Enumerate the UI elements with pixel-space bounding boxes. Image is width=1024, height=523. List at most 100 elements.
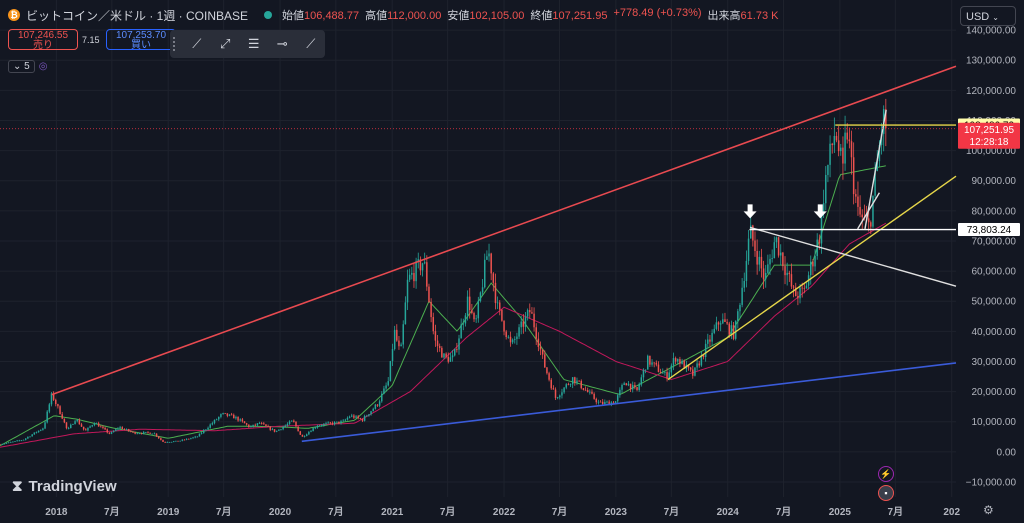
candle-body [728, 323, 731, 335]
trend-line-tool-icon[interactable]: ⟋ [192, 36, 202, 51]
candle-body [526, 310, 529, 317]
flag-event-icon[interactable]: ▪ [878, 485, 894, 501]
candle-body [739, 304, 741, 312]
candle-body [24, 438, 27, 440]
candle-body [273, 429, 276, 432]
candle-body [18, 440, 21, 442]
candle-body [157, 436, 160, 439]
candle-body [775, 237, 778, 243]
parallel-channel-tool-icon[interactable]: ☰ [247, 36, 260, 51]
candle-body [203, 430, 205, 433]
candle-body [432, 317, 435, 332]
candle-body [715, 322, 718, 329]
volume-label: 出来高 [707, 10, 741, 22]
candle-body [554, 389, 557, 398]
candle-body [340, 421, 342, 424]
y-tick-label: 60,000.00 [972, 267, 1017, 278]
candle-body [471, 310, 473, 314]
candle-body [719, 323, 722, 325]
candle-body [134, 432, 136, 434]
candle-body [593, 393, 595, 399]
candle-body [428, 286, 430, 303]
candle-body [664, 372, 666, 373]
spread-value: 7.15 [82, 35, 100, 45]
candle-body [235, 416, 237, 419]
extended-line-tool-icon[interactable]: ⟋ [306, 36, 316, 51]
drag-handle-icon[interactable] [173, 37, 179, 51]
candle-body [44, 422, 46, 429]
currency-select[interactable]: USD ⌄ [960, 6, 1016, 26]
candle-body [758, 256, 761, 265]
candle-body [181, 439, 184, 441]
candle-body [70, 424, 72, 429]
buy-button[interactable]: 107,253.70 買い [106, 29, 176, 51]
candle-body [507, 336, 510, 338]
candle-body [72, 424, 74, 425]
candle-body [1, 444, 3, 445]
candle-body [756, 250, 758, 265]
candle-body [818, 239, 821, 244]
candle-body [205, 429, 207, 431]
symbol-name[interactable]: ビットコイン／米ドル · 1週 · COINBASE [26, 8, 249, 23]
candle-body [752, 225, 754, 241]
indicator-count[interactable]: ⌄ 5 [8, 60, 35, 73]
logo-text: TradingView [28, 478, 117, 495]
x-tick-label: 7月 [552, 506, 568, 518]
candle-body [211, 423, 214, 425]
support-line [301, 362, 957, 443]
candle-body [486, 256, 488, 260]
candle-body [606, 401, 608, 403]
candle-body [659, 371, 662, 374]
candle-body [385, 385, 387, 389]
change-value: +778.49 (+0.73%) [613, 7, 702, 19]
candle-body [215, 419, 218, 421]
price-axis: 140,000.00130,000.00120,000.00110,000.00… [966, 26, 1017, 489]
time-axis: 2018 7月 2019 7月 2020 7月 2021 7月 2022 7月 2023 7月 2024… [45, 506, 960, 518]
candle-body [316, 425, 319, 428]
gear-icon[interactable]: ⚙ [983, 503, 994, 517]
candle-body [713, 328, 715, 333]
candle-body [404, 302, 407, 325]
indicator-toggle[interactable]: ⌄ 5 ◎ [8, 60, 47, 73]
candle-body [87, 427, 89, 431]
candle-body [745, 260, 748, 281]
candle-body [27, 436, 29, 439]
candle-body [290, 420, 293, 422]
sell-button[interactable]: 107,246.55 売り [8, 29, 78, 51]
candle-body [376, 404, 379, 406]
candle-body [0, 444, 1, 446]
candle-body [535, 327, 537, 339]
candle-body [438, 346, 441, 348]
candle-body [556, 397, 559, 399]
candle-body [61, 414, 63, 419]
countdown-text: 12:28:18 [970, 137, 1009, 148]
lightning-icon[interactable]: ⚡ [878, 466, 894, 482]
resistance-line [51, 65, 957, 396]
candle-body [855, 194, 857, 197]
ray-tool-icon[interactable]: ⤢ [220, 36, 231, 51]
candle-body [295, 421, 297, 427]
candle-body [284, 425, 287, 427]
candle-body [42, 428, 44, 430]
candle-body [374, 404, 377, 409]
candle-body [151, 433, 154, 435]
candle-body [149, 432, 151, 434]
candle-body [548, 373, 550, 380]
buy-price: 107,253.70 [115, 30, 167, 41]
indicator-settings-icon[interactable]: ◎ [38, 61, 48, 72]
candle-body [200, 432, 203, 434]
candle-body [852, 157, 855, 195]
candle-body [623, 383, 625, 385]
candle-body [183, 439, 186, 441]
candle-body [492, 273, 495, 283]
candle-body [533, 313, 535, 328]
y-tick-label: 30,000.00 [972, 357, 1017, 368]
arrow-markers [743, 204, 827, 219]
horizontal-ray-tool-icon[interactable]: ⊸ [276, 36, 288, 51]
x-tick-label: 7月 [776, 506, 792, 518]
candle-body [76, 419, 78, 422]
candle-body [788, 272, 791, 275]
x-tick-label: 2025 [829, 507, 852, 518]
y-tick-label: 130,000.00 [966, 56, 1016, 67]
